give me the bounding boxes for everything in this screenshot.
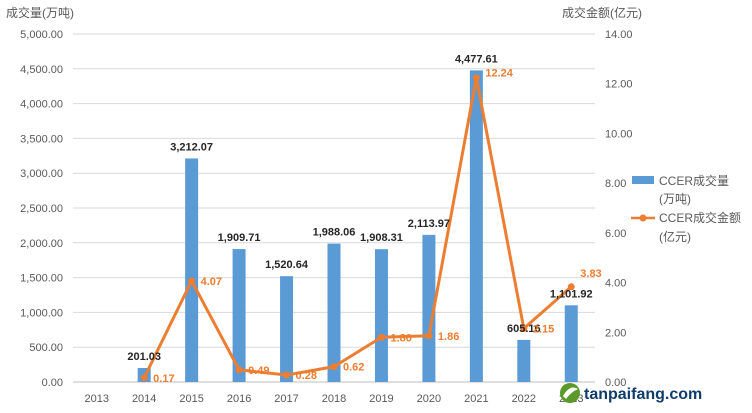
line-value-label: 0.49	[248, 365, 269, 377]
y-left-tick-label: 1,500.00	[20, 273, 63, 285]
bar-2019	[374, 249, 388, 382]
y-left-tick-label: 4,000.00	[20, 99, 63, 111]
line-point-2014	[140, 374, 148, 382]
y-left-tick-label: 500.00	[29, 342, 63, 354]
y-right-tick-label: 8.00	[605, 178, 626, 190]
line-path	[142, 76, 573, 379]
x-tick-label: 2022	[512, 393, 536, 405]
bar-value-label: 1,909.71	[218, 232, 261, 244]
bar-value-label: 201.03	[127, 351, 161, 363]
legend-line-marker	[639, 214, 647, 222]
bar-2022	[517, 339, 531, 382]
y-right-tick-label: 0.00	[605, 377, 626, 389]
bar-value-label: 3,212.07	[170, 141, 213, 153]
line-value-label: 1.80	[390, 332, 411, 344]
watermark-leaf-icon	[563, 387, 578, 399]
data-labels: 201.03 3,212.07 1,909.71 1,520.64 1,988.06 1,…	[127, 53, 601, 384]
legend: CCER成交量 (万吨) CCER成交金额 (亿元)	[631, 173, 741, 244]
bar-2020	[422, 234, 436, 382]
bar-2023	[564, 305, 578, 382]
bar-value-label: 1,988.06	[313, 227, 356, 239]
x-tick-label: 2020	[417, 393, 441, 405]
legend-line-unit: (亿元)	[659, 229, 691, 244]
y-left-tick-label: 5,000.00	[20, 29, 63, 41]
line-series	[140, 74, 575, 382]
y-axis-left: 0.00 500.00 1,000.00 1,500.00 2,000.00 2,500.…	[20, 29, 63, 389]
bar-2021	[469, 70, 483, 383]
bar-2017	[280, 276, 294, 382]
line-point-2018	[330, 363, 338, 371]
bar-value-label: 1,520.64	[265, 259, 309, 271]
line-value-label: 0.28	[296, 370, 317, 382]
x-tick-label: 2017	[274, 393, 298, 405]
y-right-tick-label: 2.00	[605, 327, 626, 339]
bar-value-label: 1,908.31	[360, 232, 403, 244]
y-left-tick-label: 3,000.00	[20, 168, 63, 180]
line-value-label: 0.62	[343, 362, 364, 374]
legend-bar-label: CCER成交量	[659, 173, 729, 188]
x-tick-label: 2021	[464, 393, 488, 405]
line-value-label: 12.24	[485, 68, 513, 80]
line-point-2015	[188, 277, 196, 285]
y-axis-left-title: 成交量(万吨)	[6, 5, 74, 20]
line-point-2016	[235, 366, 243, 374]
x-tick-label: 2016	[227, 393, 251, 405]
x-tick-label: 2014	[132, 393, 156, 405]
x-tick-label: 2019	[369, 393, 393, 405]
legend-bar-unit: (万吨)	[659, 192, 691, 206]
x-tick-label: 2018	[322, 393, 346, 405]
watermark: tanpaifang.com	[560, 383, 702, 403]
x-axis: 2013 2014 2015 2016 2017 2018 2019 2020 2021 2022…	[84, 393, 583, 405]
bar-value-label: 2,113.97	[408, 218, 450, 230]
line-value-label: 4.07	[201, 276, 222, 288]
bar-value-label: 605.16	[507, 323, 541, 335]
y-axis-right: 0.00 2.00 4.00 6.00 8.00 10.00 12.00 14.00	[605, 29, 633, 389]
y-left-tick-label: 4,500.00	[20, 64, 63, 76]
legend-line-label: CCER成交金额	[659, 210, 741, 225]
bar-value-label: 4,477.61	[455, 53, 498, 65]
y-axis-right-title: 成交金额(亿元)	[562, 5, 642, 20]
line-point-2021	[472, 74, 480, 82]
y-right-tick-label: 10.00	[605, 128, 633, 140]
bar-2015	[185, 158, 199, 382]
line-point-2017	[283, 371, 291, 379]
bar-series	[137, 70, 578, 383]
y-left-tick-label: 0.00	[42, 377, 63, 389]
y-left-tick-label: 3,500.00	[20, 133, 63, 145]
line-value-label: 1.86	[438, 331, 459, 343]
y-right-tick-label: 12.00	[605, 79, 633, 91]
line-value-label: 0.17	[153, 373, 174, 385]
line-point-2019	[377, 333, 385, 341]
bar-2016	[232, 249, 246, 382]
line-point-2022	[520, 325, 528, 333]
line-point-2020	[425, 332, 433, 340]
bar-2018	[327, 243, 341, 382]
y-right-tick-label: 6.00	[605, 228, 626, 240]
y-left-tick-label: 2,000.00	[20, 238, 63, 250]
line-point-2023	[567, 283, 575, 291]
bar-value-label: 1,101.92	[550, 288, 593, 300]
y-left-tick-label: 1,000.00	[20, 307, 63, 319]
watermark-text: tanpaifang.com	[584, 386, 702, 403]
x-tick-label: 2013	[84, 393, 108, 405]
line-value-label: 3.83	[580, 268, 601, 280]
line-value-label: 2.15	[533, 324, 554, 336]
y-right-tick-label: 4.00	[605, 278, 626, 290]
legend-bar-swatch	[632, 176, 654, 184]
y-left-tick-label: 2,500.00	[20, 203, 63, 215]
x-tick-label: 2015	[179, 393, 203, 405]
y-right-tick-label: 14.00	[605, 29, 633, 41]
